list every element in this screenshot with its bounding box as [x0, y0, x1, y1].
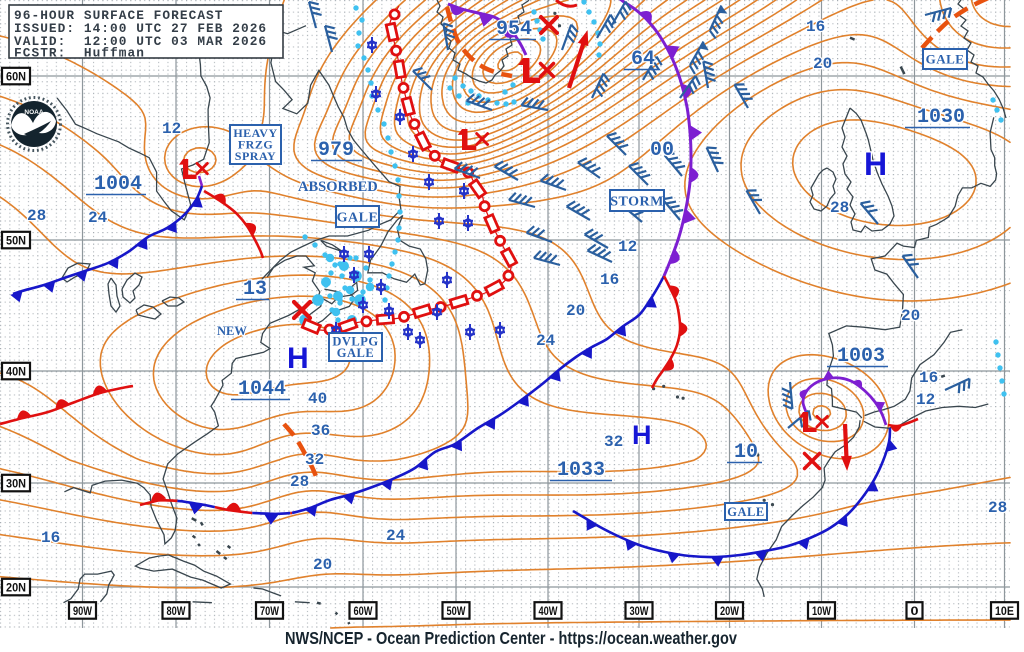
svg-text:80W: 80W — [167, 604, 187, 618]
svg-text:VALID: 12:00 UTC 03 MAR 2026: VALID: 12:00 UTC 03 MAR 2026 — [14, 34, 267, 49]
svg-text:30W: 30W — [630, 604, 650, 618]
svg-text:24: 24 — [88, 209, 108, 227]
svg-text:DVLPG: DVLPG — [332, 334, 378, 348]
svg-text:50N: 50N — [6, 233, 26, 247]
svg-text:20: 20 — [813, 55, 832, 73]
svg-text:90W: 90W — [73, 604, 93, 618]
svg-text:24: 24 — [536, 332, 556, 350]
svg-text:20N: 20N — [6, 580, 26, 594]
svg-text:28: 28 — [830, 199, 849, 217]
svg-text:40N: 40N — [6, 364, 26, 378]
svg-text:1044: 1044 — [238, 378, 286, 401]
svg-text:H: H — [632, 420, 652, 450]
svg-text:28: 28 — [290, 473, 309, 491]
svg-text:1030: 1030 — [917, 106, 965, 129]
svg-text:12: 12 — [618, 238, 637, 256]
svg-text:GALE: GALE — [926, 51, 965, 66]
svg-text:FRZG: FRZG — [238, 138, 273, 152]
svg-text:954: 954 — [496, 18, 532, 41]
svg-text:979: 979 — [318, 139, 354, 162]
svg-text:00: 00 — [650, 139, 674, 162]
svg-text:12: 12 — [162, 120, 181, 138]
svg-text:13: 13 — [243, 278, 267, 301]
svg-text:NEW: NEW — [217, 324, 247, 338]
svg-text:ABSORBED: ABSORBED — [298, 179, 378, 195]
svg-text:1003: 1003 — [837, 345, 885, 368]
svg-text:60N: 60N — [6, 69, 26, 83]
svg-text:32: 32 — [604, 433, 623, 451]
svg-text:ISSUED: 14:00 UTC 27 FEB 2026: ISSUED: 14:00 UTC 27 FEB 2026 — [14, 21, 267, 36]
svg-text:28: 28 — [27, 207, 46, 225]
svg-text:64: 64 — [631, 48, 655, 71]
svg-text:20W: 20W — [720, 604, 740, 618]
svg-text:10: 10 — [734, 441, 758, 464]
svg-text:GALE: GALE — [337, 210, 379, 225]
svg-text:FCSTR: Huffman: FCSTR: Huffman — [14, 46, 145, 61]
svg-text:36: 36 — [311, 422, 330, 440]
svg-text:GALE: GALE — [727, 505, 764, 519]
svg-text:H: H — [287, 342, 309, 375]
svg-text:60W: 60W — [354, 604, 374, 618]
svg-text:10W: 10W — [812, 604, 832, 618]
svg-text:GALE: GALE — [337, 346, 374, 360]
svg-text:16: 16 — [806, 18, 825, 36]
svg-text:HEAVY: HEAVY — [233, 126, 277, 140]
svg-text:24: 24 — [386, 527, 406, 545]
svg-text:NOAA: NOAA — [24, 109, 43, 116]
svg-text:10E: 10E — [995, 604, 1014, 618]
svg-text:40: 40 — [308, 390, 327, 408]
svg-text:50W: 50W — [447, 604, 467, 618]
svg-text:70W: 70W — [260, 604, 280, 618]
svg-text:40W: 40W — [539, 604, 559, 618]
svg-text:28: 28 — [988, 499, 1007, 517]
svg-text:32: 32 — [305, 451, 324, 469]
svg-text:SPRAY: SPRAY — [235, 149, 276, 163]
svg-text:1033: 1033 — [557, 459, 605, 482]
svg-text:NWS/NCEP - Ocean Prediction Ce: NWS/NCEP - Ocean Prediction Center - htt… — [285, 628, 737, 648]
svg-text:20: 20 — [901, 307, 920, 325]
svg-text:STORM: STORM — [610, 194, 664, 209]
svg-text:H: H — [864, 146, 887, 182]
svg-text:16: 16 — [919, 369, 938, 387]
svg-text:1004: 1004 — [94, 173, 142, 196]
svg-text:30N: 30N — [6, 476, 26, 490]
svg-text:16: 16 — [41, 529, 60, 547]
svg-text:20: 20 — [566, 302, 585, 320]
svg-text:0: 0 — [911, 604, 919, 618]
svg-text:20: 20 — [313, 556, 332, 574]
svg-text:12: 12 — [916, 391, 935, 409]
svg-text:16: 16 — [600, 271, 619, 289]
svg-text:96-HOUR SURFACE FORECAST: 96-HOUR SURFACE FORECAST — [14, 8, 224, 23]
